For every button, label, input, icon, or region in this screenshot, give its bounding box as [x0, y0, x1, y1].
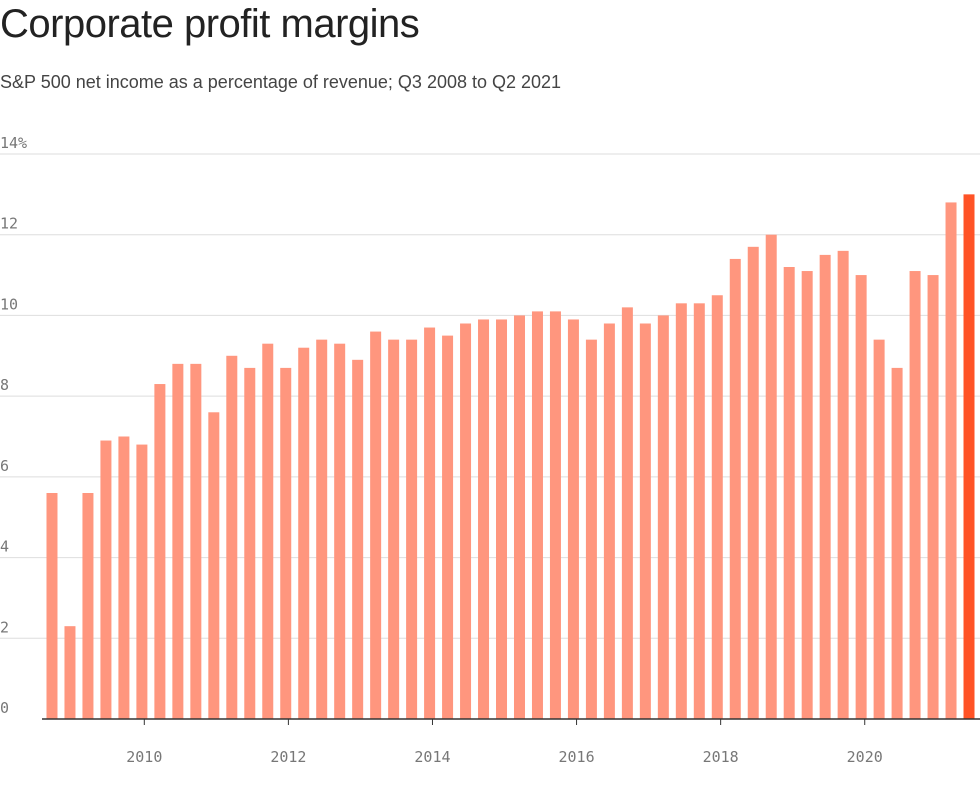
bar — [675, 303, 687, 719]
bar — [729, 258, 741, 719]
bar — [801, 271, 813, 719]
x-tick-label: 2016 — [558, 748, 594, 766]
bar — [136, 444, 148, 719]
bar — [549, 311, 561, 719]
x-tick-label: 2020 — [847, 748, 883, 766]
y-tick-label: 2 — [0, 618, 9, 636]
bar — [262, 343, 274, 719]
bar — [46, 493, 58, 719]
y-tick-label: 0 — [0, 699, 9, 717]
bar — [909, 271, 921, 719]
bar — [424, 327, 436, 719]
y-tick-label: 8 — [0, 376, 9, 394]
bar — [891, 367, 903, 719]
bar — [531, 311, 543, 719]
bar — [765, 234, 777, 719]
bar — [352, 359, 364, 719]
bar — [244, 367, 256, 719]
y-tick-label: 4 — [0, 538, 9, 556]
bar — [334, 343, 346, 719]
bar — [927, 275, 939, 719]
x-tick-label: 2010 — [126, 748, 162, 766]
bar — [82, 493, 94, 719]
bar — [154, 384, 166, 719]
bars — [46, 194, 975, 720]
bar — [567, 319, 579, 719]
bar — [406, 339, 418, 719]
bar — [298, 347, 310, 719]
bar — [855, 275, 867, 719]
chart-title: Corporate profit margins — [0, 2, 420, 46]
bar — [585, 339, 597, 719]
bar — [100, 440, 112, 719]
bar — [747, 246, 759, 719]
y-tick-label: 6 — [0, 457, 9, 475]
bar — [513, 315, 525, 719]
bar — [819, 254, 831, 719]
bar — [496, 319, 508, 719]
bar — [172, 363, 184, 719]
bar — [621, 307, 633, 719]
bar — [388, 339, 400, 719]
bar — [945, 202, 957, 719]
bar — [963, 194, 975, 720]
y-tick-label: 10 — [0, 295, 18, 313]
bar — [208, 412, 220, 719]
y-tick-label: 12 — [0, 215, 18, 233]
bar — [118, 436, 130, 719]
bar — [639, 323, 651, 719]
bar — [783, 267, 795, 719]
axes: 0 2 4 6 8 10 12 14% 2010 2012 2014 2016 2018 2020 — [0, 134, 980, 766]
x-tick-label: 2014 — [414, 748, 450, 766]
bar — [603, 323, 615, 719]
bar — [370, 331, 382, 719]
bar — [442, 335, 454, 719]
bar — [316, 339, 328, 719]
bar — [693, 303, 705, 719]
bar — [190, 363, 202, 719]
bar — [478, 319, 490, 719]
bar — [226, 355, 238, 719]
y-tick-label: 14% — [0, 134, 27, 152]
bar — [837, 250, 849, 720]
bar — [711, 295, 723, 719]
x-tick-label: 2018 — [703, 748, 739, 766]
bar — [657, 315, 669, 719]
gridlines — [0, 153, 980, 639]
bar — [873, 339, 885, 719]
bar — [280, 367, 292, 719]
chart-subtitle: S&P 500 net income as a percentage of re… — [0, 72, 562, 92]
x-tick-label: 2012 — [270, 748, 306, 766]
bar — [460, 323, 472, 719]
bar — [64, 626, 76, 719]
